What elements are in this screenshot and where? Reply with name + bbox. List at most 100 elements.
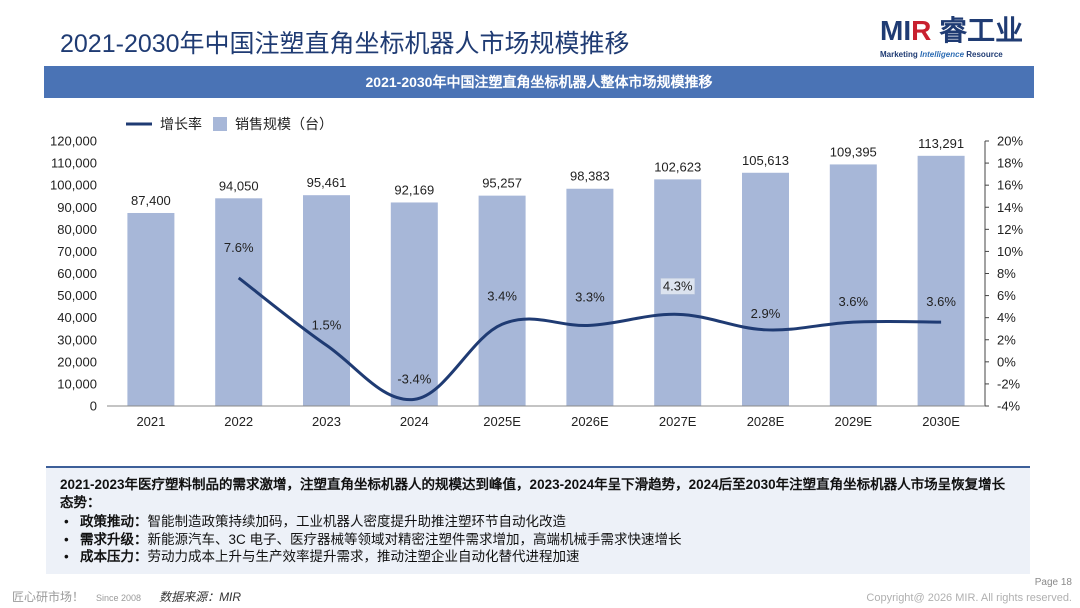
left-axis-tick-label: 60,000 [57, 266, 97, 281]
bar [566, 188, 614, 406]
bar [303, 195, 350, 406]
growth-rate-label: 1.5% [312, 317, 342, 332]
logo-main-r: R [911, 15, 932, 46]
data-source: 数据来源：MIR [159, 590, 242, 604]
right-axis-tick-label: 8% [997, 266, 1016, 281]
chart-legend: 增长率 销售规模（台） [126, 116, 333, 132]
growth-rate-label: 3.4% [487, 288, 517, 303]
left-axis-tick-label: 10,000 [57, 376, 97, 391]
summary-box: 2021-2023年医疗塑料制品的需求激增，注塑直角坐标机器人的规模达到峰值，2… [46, 466, 1030, 574]
x-axis-tick-label: 2024 [400, 414, 429, 429]
logo-sub-1: Marketing [880, 50, 921, 59]
right-axis-tick-label: 18% [997, 156, 1023, 171]
x-axis-tick-label: 2026E [571, 414, 609, 429]
right-axis-tick-label: 20% [997, 134, 1023, 149]
growth-rate-label: 2.9% [751, 306, 781, 321]
mir-logo: MIR 睿工业 Marketing Intelligence Resource [880, 16, 1030, 60]
bar-value-label: 95,257 [482, 176, 522, 191]
right-axis-tick-label: -2% [997, 376, 1021, 391]
bar-value-label: 102,623 [654, 159, 701, 174]
summary-heading: 2021-2023年医疗塑料制品的需求激增，注塑直角坐标机器人的规模达到峰值，2… [60, 477, 1006, 510]
bar-value-label: 113,291 [918, 136, 964, 151]
footer-since: Since 2008 [96, 593, 142, 603]
logo-subtitle: Marketing Intelligence Resource [880, 50, 1030, 59]
right-axis-tick-label: 12% [997, 222, 1023, 237]
growth-rate-line [237, 276, 942, 401]
left-axis-tick-label: 120,000 [50, 134, 97, 149]
summary-item-label: 需求升级： [80, 531, 148, 547]
summary-item-demand: 需求升级：新能源汽车、3C 电子、医疗器械等领域对精密注塑件需求增加，高端机械手… [60, 531, 1014, 549]
bar [917, 155, 965, 406]
x-axis-tick-label: 2022 [224, 414, 253, 429]
left-axis-tick-label: 50,000 [57, 288, 97, 303]
right-axis: -4% -2% 0% 2% 4% 6% 8% 10% 12% 14% 16% 18% 20% [984, 134, 1023, 414]
right-axis-tick-label: 16% [997, 178, 1023, 193]
bar [215, 198, 263, 406]
growth-rate-label: 3.3% [575, 289, 605, 304]
bar [127, 212, 175, 406]
right-axis-tick-label: 0% [997, 354, 1016, 369]
summary-item-cost: 成本压力：劳动力成本上升与生产效率提升需求，推动注塑企业自动化替代进程加速 [60, 548, 1014, 566]
bar-value-label: 95,461 [307, 175, 347, 190]
summary-item-text: 智能制造政策持续加码，工业机器人密度提升助推注塑环节自动化改造 [147, 514, 567, 529]
summary-item-label: 成本压力： [80, 549, 148, 564]
legend-bar-swatch [213, 117, 227, 131]
left-axis-tick-label: 40,000 [57, 310, 97, 325]
bar-value-labels: 87,400 94,050 95,461 92,169 95,257 98,383 102,… [131, 136, 964, 208]
x-axis-tick-label: 2029E [835, 414, 873, 429]
page-number: Page 18 [1034, 577, 1072, 588]
bar-value-label: 109,395 [830, 144, 877, 159]
footer-slogan: 匠心研市场！ [12, 590, 85, 604]
bar [478, 195, 526, 406]
x-axis-tick-label: 2025E [483, 414, 521, 429]
summary-item-label: 政策推动： [80, 514, 148, 529]
right-axis-tick-label: 6% [997, 288, 1016, 303]
growth-rate-label: -3.4% [397, 371, 431, 386]
growth-rate-label: 4.3% [663, 278, 693, 293]
bar-value-label: 98,383 [570, 169, 610, 184]
x-axis: 2021 2022 2023 2024 2025E 2026E 2027E 2028E 2029… [107, 405, 985, 429]
footer-left: 匠心研市场！ Since 2008 数据来源：MIR [12, 588, 241, 605]
right-axis-tick-label: 2% [997, 332, 1016, 347]
left-axis-tick-label: 0 [90, 399, 97, 414]
growth-rate-label: 3.6% [926, 294, 956, 309]
bar-series [127, 155, 965, 406]
left-axis-tick-label: 100,000 [50, 178, 97, 193]
left-axis-tick-label: 20,000 [57, 354, 97, 369]
x-axis-tick-label: 2030E [922, 414, 960, 429]
legend-line-label: 增长率 [160, 116, 202, 132]
bar [829, 164, 877, 406]
left-axis-tick-label: 70,000 [57, 244, 97, 259]
left-axis-tick-label: 110,000 [51, 156, 97, 171]
x-axis-tick-label: 2021 [136, 414, 165, 429]
bar-value-label: 87,400 [131, 193, 171, 208]
x-axis-tick-label: 2028E [747, 414, 785, 429]
logo-sub-3: Resource [964, 50, 1003, 59]
left-axis: 0 10,000 20,000 30,000 40,000 50,000 60,000 70,… [50, 134, 97, 414]
left-axis-tick-label: 30,000 [57, 332, 97, 347]
right-axis-tick-label: -4% [997, 399, 1021, 414]
legend-bar-label: 销售规模（台） [235, 116, 333, 132]
logo-sub-2: Intelligence [920, 50, 965, 59]
summary-item-policy: 政策推动：智能制造政策持续加码，工业机器人密度提升助推注塑环节自动化改造 [60, 513, 1014, 531]
growth-rate-label-bg [660, 278, 695, 295]
chart-title-banner: 2021-2030年中国注塑直角坐标机器人整体市场规模推移 [44, 66, 1034, 98]
bar [390, 202, 438, 406]
summary-list: 政策推动：智能制造政策持续加码，工业机器人密度提升助推注塑环节自动化改造 需求升… [60, 513, 1014, 566]
left-axis-tick-label: 90,000 [57, 200, 97, 215]
x-axis-tick-label: 2023 [312, 414, 341, 429]
logo-main: MIR 睿工业 [880, 16, 1030, 46]
copyright: Copyright@ 2026 MIR. All rights reserved… [866, 592, 1072, 604]
right-axis-tick-label: 10% [997, 244, 1023, 259]
summary-item-text: 劳动力成本上升与生产效率提升需求，推动注塑企业自动化替代进程加速 [147, 549, 580, 564]
left-axis-tick-label: 80,000 [57, 222, 97, 237]
logo-main-mi: MI [880, 15, 912, 46]
page-title: 2021-2030年中国注塑直角坐标机器人市场规模推移 [60, 30, 630, 58]
right-axis-tick-label: 14% [997, 200, 1023, 215]
market-size-chart: 增长率 销售规模（台） 0 10,000 20,000 30,000 40,000 50,… [50, 116, 1023, 429]
bar-value-label: 105,613 [742, 153, 789, 168]
growth-line-series: 7.6% 1.5% -3.4% 3.4% 3.3% 4.3% 2.9% 3.6% 3.6% [224, 240, 956, 401]
logo-main-cn: 睿工业 [931, 15, 1024, 46]
growth-rate-label: 3.6% [838, 294, 868, 309]
right-axis-tick-label: 4% [997, 310, 1016, 325]
